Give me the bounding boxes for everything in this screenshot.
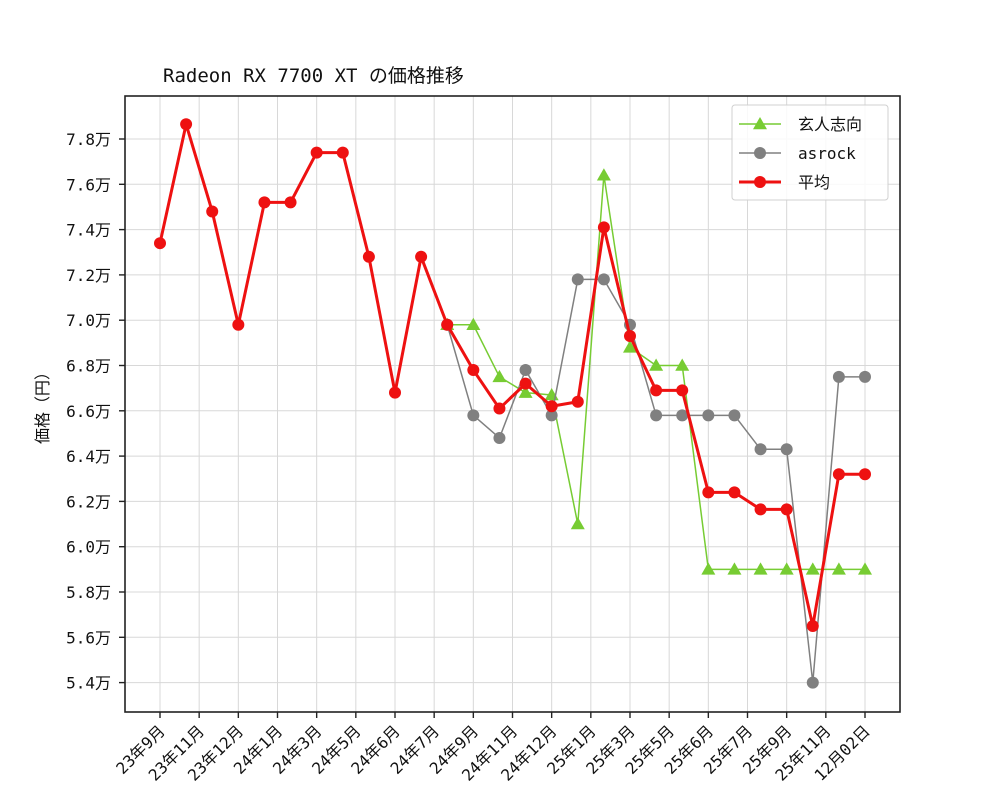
y-tick-label: 6.2万 (66, 492, 111, 511)
y-tick-label: 7.2万 (66, 266, 111, 285)
x-axis: 23年9月23年11月23年12月24年1月24年3月24年5月24年6月24年… (112, 712, 874, 785)
y-tick-label: 5.8万 (66, 583, 111, 602)
legend-label: asrock (798, 144, 856, 163)
legend: 玄人志向 asrock 平均 (731, 104, 889, 201)
y-tick-label: 6.4万 (66, 447, 111, 466)
series-asrock (441, 273, 871, 689)
legend-entry: 平均 (739, 173, 830, 192)
y-axis: 5.4万 5.6万 5.8万 6.0万 6.2万 6.4万 6.6万 6.8万 7.0万 7.2万… (66, 130, 125, 693)
y-tick-label: 7.8万 (66, 130, 111, 149)
plot-area (154, 118, 872, 689)
grid-lines (125, 96, 900, 712)
legend-label: 平均 (798, 173, 830, 192)
y-tick-label: 6.8万 (66, 357, 111, 376)
axes-frame (124, 95, 901, 713)
series-平均 (154, 118, 871, 632)
y-tick-label: 5.6万 (66, 628, 111, 647)
y-axis-label: 価格（円） (33, 364, 52, 444)
y-tick-label: 5.4万 (66, 674, 111, 693)
y-tick-label: 7.0万 (66, 311, 111, 330)
legend-entry: asrock (739, 144, 856, 163)
legend-entry: 玄人志向 (739, 115, 862, 134)
chart-title: Radeon RX 7700 XT の価格推移 (163, 65, 464, 87)
legend-label: 玄人志向 (798, 115, 862, 134)
y-tick-label: 7.4万 (66, 221, 111, 240)
y-tick-label: 6.0万 (66, 538, 111, 557)
y-tick-label: 6.6万 (66, 402, 111, 421)
y-tick-label: 7.6万 (66, 175, 111, 194)
series-玄人志向 (440, 168, 872, 575)
